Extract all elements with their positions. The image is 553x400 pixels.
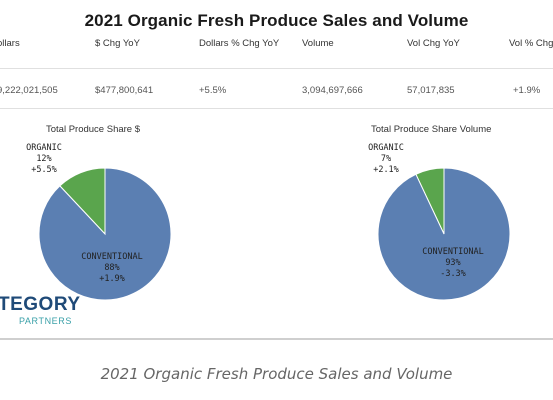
pie-volume-organic-label: ORGANIC 7% +2.1% [357,143,415,176]
pie-chart-volume [377,167,511,301]
value-volume: 3,094,697,666 [302,85,363,96]
header-vol-chg-yoy: Vol Chg YoY [407,38,460,49]
pie-dollars-organic-name: ORGANIC [26,143,62,153]
header-dollars-pct-chg-yoy: Dollars % Chg YoY [199,38,280,49]
value-dollars: 9,222,021,505 [0,85,58,96]
header-vol-pct-chg: Vol % Chg [509,38,553,49]
pie-volume-conventional-label: CONVENTIONAL 93% -3.3% [409,247,497,280]
pie-slice-conventional [377,167,511,301]
value-vol-chg-yoy: 57,017,835 [407,85,455,96]
pie-dollars-organic-pct: 12% [36,154,52,164]
pie-volume-title: Total Produce Share Volume [371,124,492,135]
company-logo-sub: PARTNERS [19,316,72,326]
pie-volume-organic-change: +2.1% [373,165,399,175]
value-dollars-pct-chg-yoy: +5.5% [199,85,227,96]
image-caption: 2021 Organic Fresh Produce Sales and Vol… [100,365,453,383]
pie-dollars-conventional-change: +1.9% [99,274,125,284]
pie-dollars-title: Total Produce Share $ [46,124,141,135]
header-dollar-chg-yoy: $ Chg YoY [95,38,140,49]
pie-volume-organic-name: ORGANIC [368,143,404,153]
pie-slice-conventional [38,167,172,301]
header-volume: Volume [302,38,334,49]
pie-chart-dollars [38,167,172,301]
header-dollars: ollars [0,38,20,49]
pie-dollars-organic-label: ORGANIC 12% +5.5% [15,143,73,176]
pie-dollars-conventional-name: CONVENTIONAL [81,252,143,262]
company-logo: TEGORY [0,294,81,315]
pie-dollars-conventional-label: CONVENTIONAL 88% +1.9% [68,252,156,285]
pie-volume-conventional-change: -3.3% [440,269,466,279]
pie-dollars-conventional-pct: 88% [104,263,120,273]
table-divider [0,68,553,69]
pie-dollars-organic-change: +5.5% [31,165,57,175]
value-vol-pct-chg: +1.9% [513,85,541,96]
pie-volume-conventional-name: CONVENTIONAL [422,247,484,257]
table-divider [0,108,553,109]
chart-title: 2021 Organic Fresh Produce Sales and Vol… [84,11,469,30]
value-dollar-chg-yoy: $477,800,641 [95,85,154,96]
pie-volume-conventional-pct: 93% [445,258,461,268]
chart-card: 2021 Organic Fresh Produce Sales and Vol… [0,11,553,340]
pie-volume-organic-pct: 7% [380,154,392,164]
